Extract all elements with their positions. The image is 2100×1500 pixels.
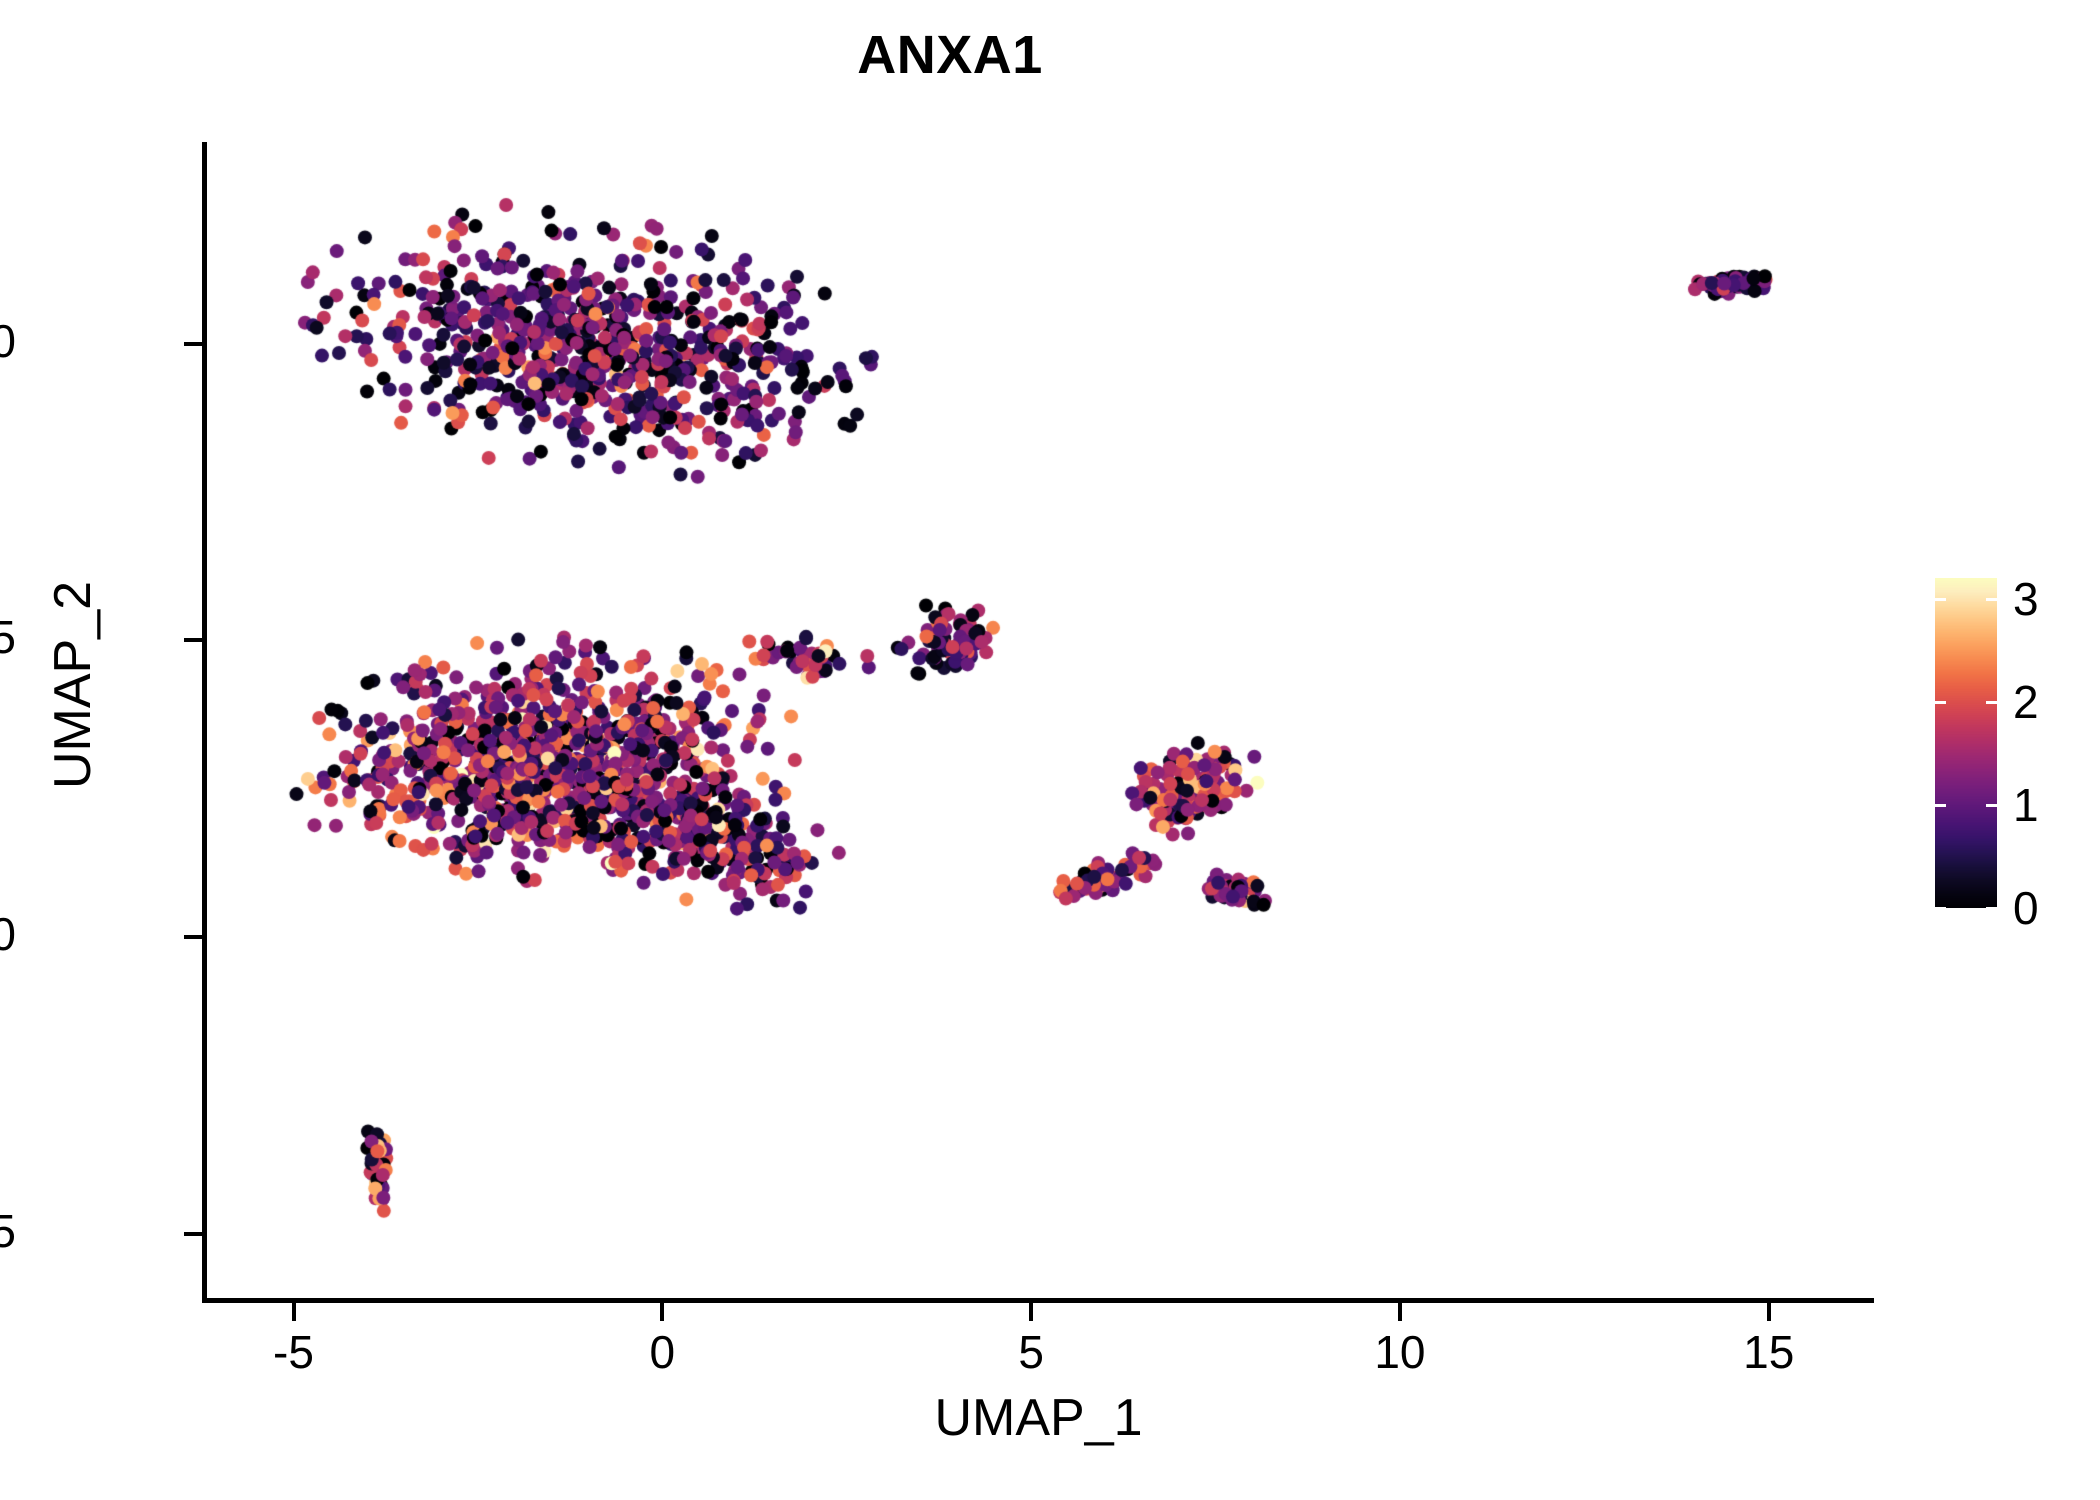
scatter-points-canvas [205,142,1872,1299]
colorbar-tick-mark [1986,907,1997,910]
y-tick-mark [184,341,202,346]
page-title: ANXA1 [857,25,1043,85]
colorbar-tick-mark [1986,597,1997,601]
x-tick-mark [660,1303,665,1321]
colorbar-tick-label: 3 [2013,572,2039,625]
y-tick-label: 10 [0,314,16,367]
x-tick-label: 0 [649,1326,676,1378]
y-tick-label: 5 [0,611,16,664]
x-tick-mark [291,1303,296,1321]
y-tick-mark [184,1231,202,1236]
y-tick-label: -5 [0,1204,16,1257]
x-tick-label: 15 [1743,1326,1795,1378]
colorbar-legend: 3 2 1 0 [1935,573,2085,934]
colorbar-tick-mark [1935,700,1946,704]
colorbar-gradient [1935,578,1997,908]
colorbar-tick-label: 2 [2013,675,2039,728]
x-tick-mark [1397,1303,1402,1321]
colorbar-tick-mark [1986,803,1997,807]
x-tick-label: -5 [273,1326,314,1378]
colorbar-tick-mark [1935,597,1946,601]
x-tick-label: 10 [1374,1326,1426,1378]
y-tick-mark [184,638,202,643]
y-tick-mark [184,935,202,940]
x-axis-title: UMAP_1 [934,1389,1143,1447]
colorbar-tick-label: 0 [2013,882,2039,934]
x-tick-mark [1029,1303,1034,1321]
y-axis-line [202,142,207,1302]
y-axis-title: UMAP_2 [44,580,102,790]
x-tick-label: 5 [1018,1326,1044,1378]
colorbar-tick-mark [1935,907,1946,910]
x-axis-line [202,1298,1874,1303]
colorbar-tick-mark [1986,700,1997,704]
y-tick-label: 0 [0,908,16,961]
colorbar-tick-label: 1 [2013,778,2039,831]
plot-panel [205,142,1872,1299]
colorbar-tick-mark [1935,803,1946,807]
x-tick-mark [1766,1303,1771,1321]
